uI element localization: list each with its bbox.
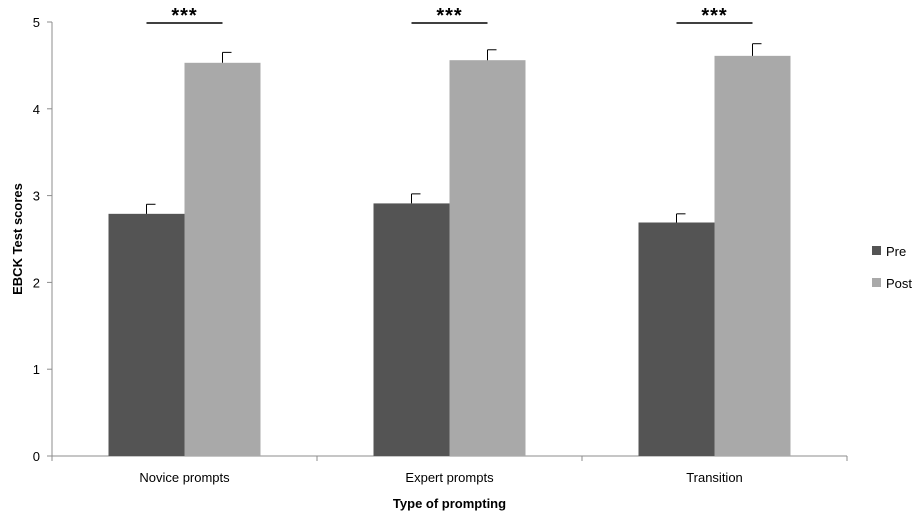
significance-label: *** <box>436 5 462 27</box>
x-tick-label: Transition <box>686 470 743 485</box>
significance-markers: *** *** *** <box>146 5 753 27</box>
bar-pre <box>373 203 450 456</box>
bar-series <box>108 55 791 457</box>
x-tick-label: Novice prompts <box>139 470 230 485</box>
x-axis-ticks: Novice prompts Expert prompts Transition <box>51 456 848 485</box>
legend-label-pre: Pre <box>886 244 906 259</box>
y-axis-ticks: 0 1 2 3 4 5 <box>33 15 52 464</box>
bar-post <box>714 55 791 457</box>
x-tick-label: Expert prompts <box>405 470 494 485</box>
bar-pre <box>108 213 185 456</box>
legend-swatch-post <box>872 278 881 287</box>
y-tick-label: 1 <box>33 362 40 377</box>
significance-label: *** <box>171 5 197 27</box>
y-tick-label: 5 <box>33 15 40 30</box>
bar-post <box>184 62 261 457</box>
y-axis-title: EBCK Test scores <box>10 183 25 295</box>
error-bars <box>146 43 762 223</box>
bar-post <box>449 60 526 456</box>
y-tick-label: 3 <box>33 189 40 204</box>
y-tick-label: 2 <box>33 275 40 290</box>
x-axis-title: Type of prompting <box>393 496 506 511</box>
y-tick-label: 0 <box>33 449 40 464</box>
y-tick-label: 4 <box>33 102 40 117</box>
chart-legend: Pre Post <box>872 244 912 291</box>
legend-label-post: Post <box>886 276 912 291</box>
legend-swatch-pre <box>872 246 881 255</box>
significance-label: *** <box>701 5 727 27</box>
bar-pre <box>638 222 715 456</box>
